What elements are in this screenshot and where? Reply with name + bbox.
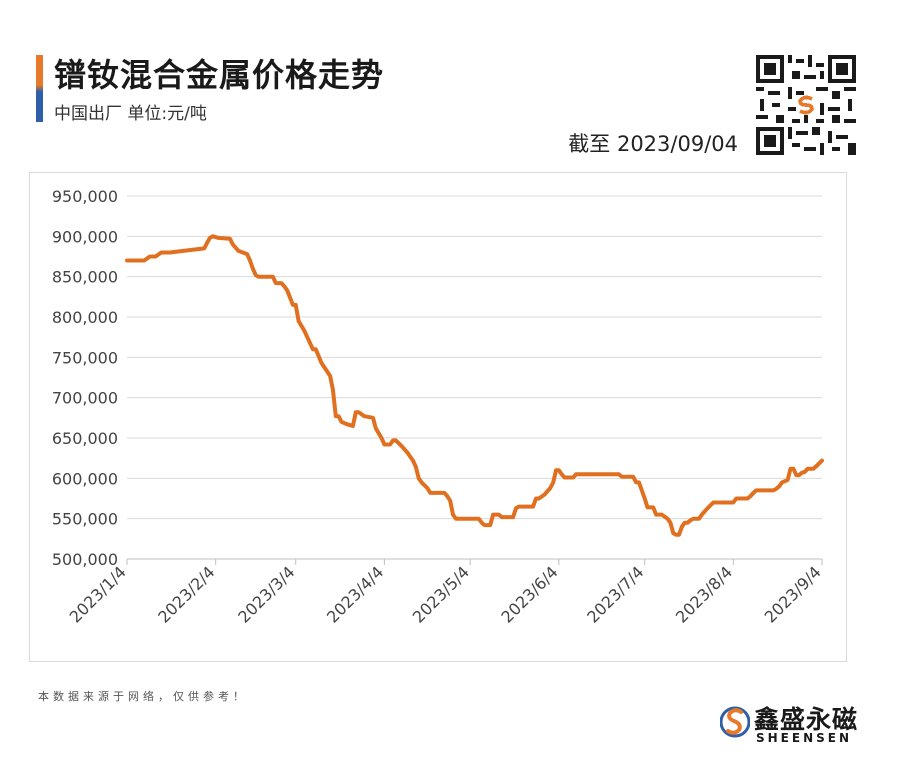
- qr-code-icon: [756, 55, 856, 155]
- x-tick-label: 2023/2/4: [154, 562, 218, 626]
- y-tick-label: 950,000: [52, 187, 118, 206]
- y-tick-label: 500,000: [52, 550, 118, 569]
- x-tick-label: 2023/8/4: [672, 562, 736, 626]
- y-tick-label: 900,000: [52, 227, 118, 246]
- x-tick-label: 2023/3/4: [234, 562, 298, 626]
- y-tick-label: 550,000: [52, 510, 118, 529]
- chart-frame: 500,000 550,000 600,000 650,000 700,000 750,0…: [29, 172, 847, 662]
- as-of-date: 截至 2023/09/04: [568, 132, 738, 156]
- unit-subtitle: 中国出厂 单位:元/吨: [54, 104, 207, 124]
- sheensen-logo-icon: [720, 706, 750, 738]
- x-tick-label: 2023/9/4: [761, 562, 825, 626]
- brand-name-cn: 鑫盛永磁: [754, 705, 859, 734]
- title-accent-bar: [36, 55, 43, 122]
- y-tick-label: 800,000: [52, 308, 118, 327]
- page-title: 镨钕混合金属价格走势: [54, 56, 385, 94]
- x-tick-label: 2023/7/4: [583, 562, 647, 626]
- price-line-chart: 500,000 550,000 600,000 650,000 700,000 750,0…: [52, 187, 825, 627]
- brand-name-en: SHEENSEN: [756, 731, 853, 745]
- y-tick-label: 700,000: [52, 389, 118, 408]
- y-tick-label: 850,000: [52, 268, 118, 287]
- x-tick-label: 2023/4/4: [323, 562, 387, 626]
- y-tick-label: 600,000: [52, 469, 118, 488]
- x-tick-label: 2023/5/4: [409, 562, 473, 626]
- brand-block: 鑫盛永磁 SHEENSEN: [720, 700, 860, 748]
- y-tick-label: 750,000: [52, 348, 118, 367]
- y-tick-label: 650,000: [52, 429, 118, 448]
- x-tick-label: 2023/1/4: [66, 562, 130, 626]
- source-note: 本数据来源于网络，仅供参考！: [38, 690, 248, 703]
- price-series-line: [125, 234, 824, 537]
- x-tick-label: 2023/6/4: [497, 562, 561, 626]
